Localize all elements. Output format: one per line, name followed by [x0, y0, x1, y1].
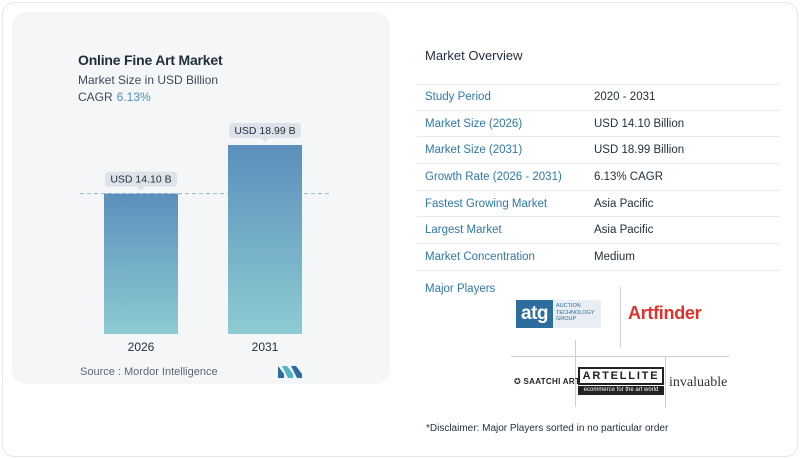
disclaimer: *Disclaimer: Major Players sorted in no … — [426, 423, 669, 434]
bar — [228, 145, 302, 334]
data-label-bg — [229, 123, 301, 138]
artellite-logo: ARTELLITE — [578, 367, 664, 385]
chart-card — [12, 12, 390, 384]
cagr-label: CAGR — [78, 90, 113, 104]
data-label: USD 14.10 B — [110, 174, 171, 186]
chart-subtitle: Market Size in USD Billion — [78, 73, 219, 87]
cagr-line: CAGR 6.13% — [78, 90, 151, 104]
row-value: 2020 - 2031 — [594, 91, 656, 104]
row-value: USD 14.10 Billion — [594, 117, 685, 130]
cagr-value: 6.13% — [116, 90, 151, 104]
row-label: Market Size (2026) — [425, 117, 523, 130]
data-label-pointer — [137, 186, 145, 191]
mordor-logo-icon — [278, 366, 302, 378]
overview-row: Growth Rate (2026 - 2031) 6.13% CAGR — [417, 164, 780, 191]
data-label: USD 18.99 B — [234, 125, 295, 137]
row-label: Fastest Growing Market — [425, 197, 548, 210]
row-value: Medium — [594, 250, 635, 263]
row-value: Asia Pacific — [594, 224, 654, 237]
atg-logo: atg AUCTION TECHNOLOGY GROUP — [516, 300, 616, 328]
row-label: Study Period — [425, 91, 491, 104]
data-label-pointer — [261, 138, 269, 142]
row-value: 6.13% CAGR — [594, 170, 664, 183]
row-value: USD 18.99 Billion — [594, 144, 685, 157]
artellite-tagline: ecommerce for the art world — [578, 386, 664, 395]
data-label-bg — [105, 171, 177, 187]
row-label: Growth Rate (2026 - 2031) — [425, 170, 562, 183]
row-label: Market Concentration — [425, 250, 535, 263]
overview-row: Market Size (2031) USD 18.99 Billion — [417, 137, 780, 165]
source-text: Source : Mordor Intelligence — [80, 366, 218, 378]
category-label: 2031 — [252, 340, 279, 354]
row-value: Asia Pacific — [594, 197, 654, 210]
overview-row: Fastest Growing Market Asia Pacific — [417, 191, 780, 218]
saatchi-art-logo: ✪ SAATCHI ART — [514, 377, 581, 386]
overview-row: Market Size (2026) USD 14.10 Billion — [417, 111, 780, 138]
bar — [104, 193, 178, 334]
artfinder-logo: Artfinder — [628, 303, 702, 323]
row-label: Largest Market — [425, 224, 502, 237]
row-label: Market Size (2031) — [425, 144, 523, 157]
overview-table: Study Period 2020 - 2031 Market Size (202… — [417, 84, 780, 271]
chart-title: Online Fine Art Market — [78, 52, 223, 68]
atg-logo-text: atg — [516, 300, 553, 328]
atg-logo-subtext: AUCTION TECHNOLOGY GROUP — [553, 300, 601, 328]
overview-row: Largest Market Asia Pacific — [417, 217, 780, 245]
overview-title: Market Overview — [425, 48, 523, 63]
grid-divider — [575, 340, 576, 407]
bar-chart: USD 14.10 B 2026 USD 18.99 B 2031 — [80, 123, 330, 354]
overview-row: Market Concentration Medium — [417, 244, 780, 271]
invaluable-logo: invaluable — [669, 375, 728, 390]
major-players-title: Major Players — [425, 283, 496, 295]
grid-divider — [511, 356, 729, 357]
overview-row: Study Period 2020 - 2031 — [417, 84, 780, 111]
grid-divider — [665, 356, 666, 408]
grid-divider — [620, 287, 621, 347]
category-label: 2026 — [128, 340, 155, 354]
